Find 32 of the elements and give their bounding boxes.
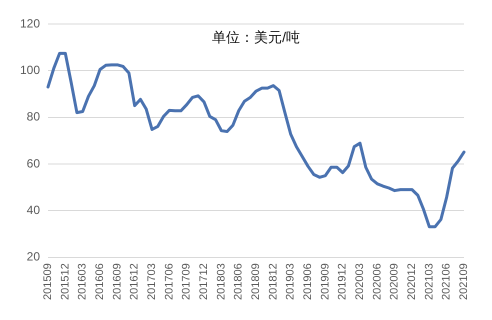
x-tick-label: 201606 <box>94 263 106 300</box>
x-tick-label: 201803 <box>215 263 228 300</box>
x-tick-label: 201703 <box>146 263 158 300</box>
y-tick-label: 80 <box>26 110 40 124</box>
x-tick-label: 201903 <box>284 263 297 300</box>
x-tick-label: 201512 <box>59 263 72 300</box>
x-tick-label: 201812 <box>267 263 280 300</box>
x-tick-label: 202003 <box>354 263 366 300</box>
x-tick-label: 201906 <box>302 263 314 300</box>
y-tick-label: 60 <box>26 156 40 170</box>
x-tick-label: 202109 <box>458 263 470 300</box>
x-tick-label: 201603 <box>76 263 89 300</box>
x-tick-label: 201806 <box>232 263 245 300</box>
x-tick-label: 201509 <box>42 263 54 300</box>
x-tick-label: 201706 <box>163 263 176 300</box>
x-tick-label: 202009 <box>388 263 401 300</box>
x-tick-label: 202103 <box>423 263 436 300</box>
y-tick-label: 120 <box>20 16 40 30</box>
x-tick-label: 201712 <box>198 263 210 300</box>
y-tick-label: 100 <box>20 62 40 77</box>
x-tick-label: 201609 <box>111 263 124 300</box>
chart-title: 单位：美元/吨 <box>212 28 300 45</box>
x-tick-label: 201612 <box>128 263 141 300</box>
x-tick-label: 201809 <box>250 263 262 300</box>
y-tick-label: 20 <box>26 250 40 264</box>
x-tick-label: 201912 <box>336 263 349 300</box>
x-tick-label: 201709 <box>180 263 193 300</box>
y-tick-label: 40 <box>26 202 40 217</box>
x-tick-label: 202012 <box>406 263 418 300</box>
x-tick-label: 202006 <box>371 263 384 300</box>
x-tick-label: 201909 <box>319 263 332 300</box>
x-tick-label: 202106 <box>440 263 453 300</box>
